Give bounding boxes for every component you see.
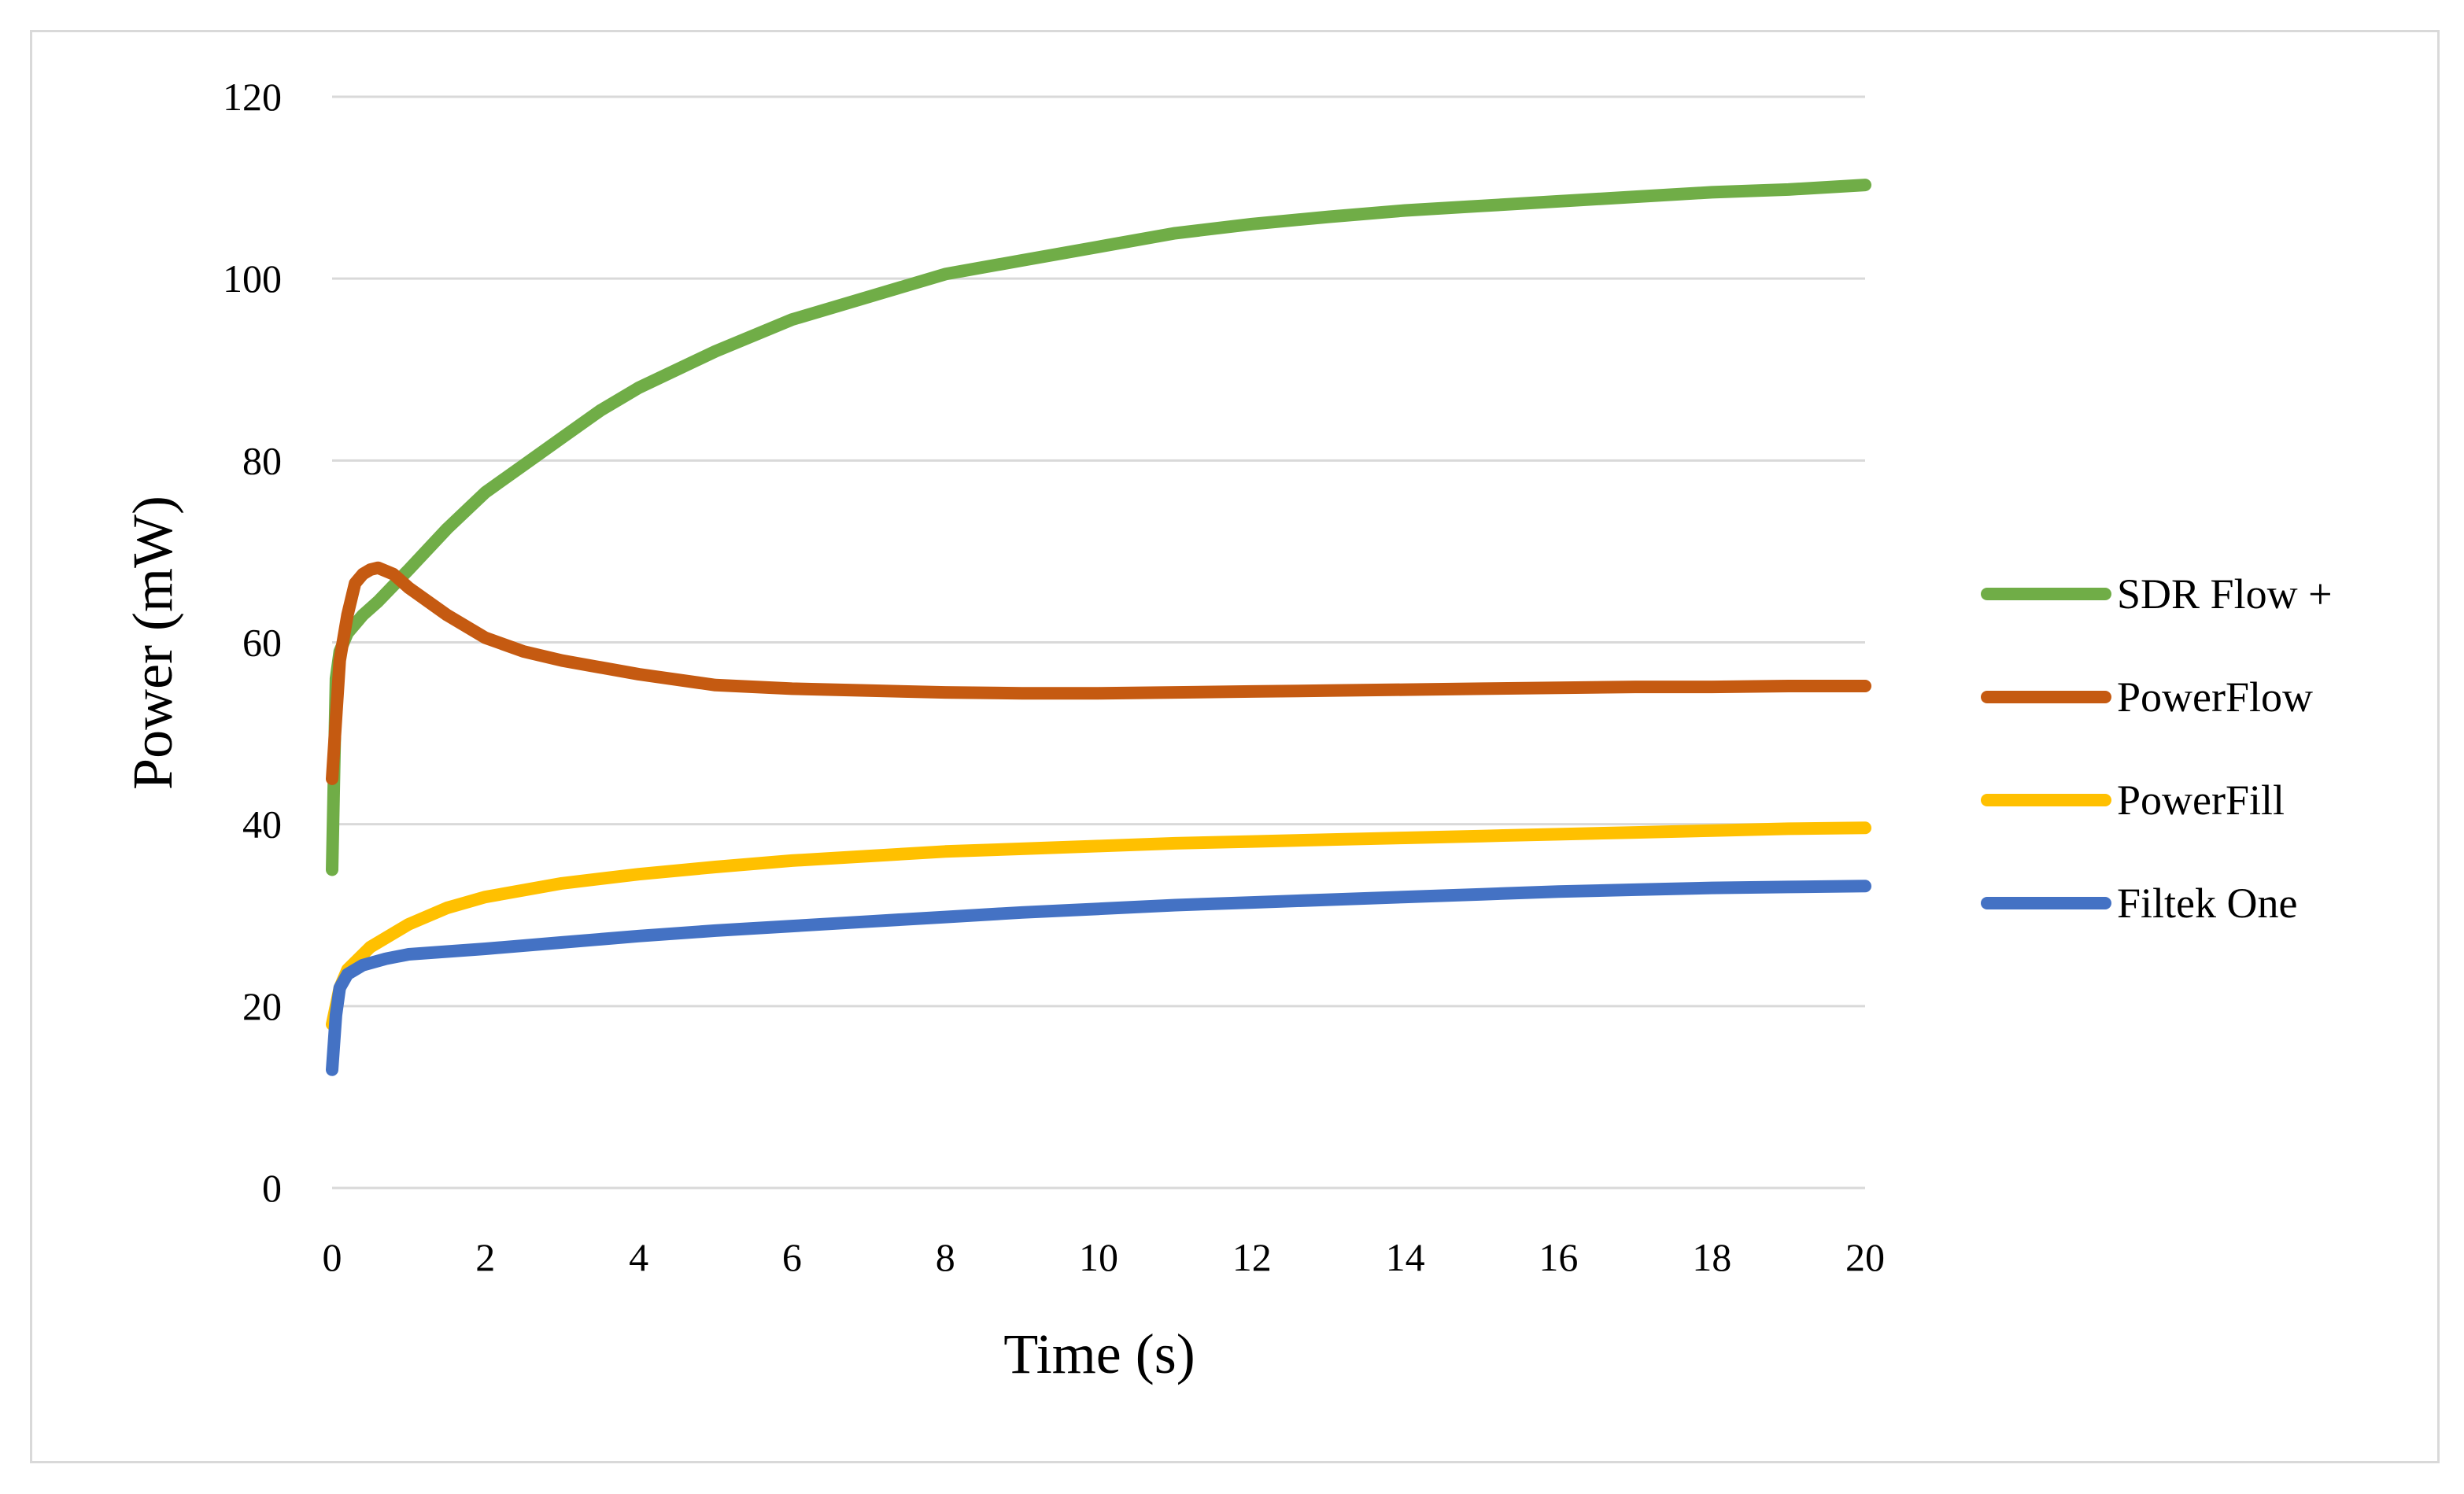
x-tick-label: 18 bbox=[1692, 1235, 1731, 1279]
series-line-sdr-flow bbox=[326, 179, 1871, 876]
x-tick-label: 10 bbox=[1079, 1235, 1118, 1279]
x-tick-label: 2 bbox=[475, 1235, 495, 1279]
x-tick-labels: 0 2 4 6 8 10 12 14 16 18 20 bbox=[323, 1235, 1886, 1279]
legend-label: Filtek One bbox=[2117, 880, 2297, 927]
legend-label: PowerFlow bbox=[2117, 673, 2313, 721]
x-tick-label: 12 bbox=[1232, 1235, 1272, 1279]
x-axis-title: Time (s) bbox=[1003, 1322, 1195, 1385]
x-tick-label: 20 bbox=[1845, 1235, 1885, 1279]
y-tick-label: 0 bbox=[262, 1166, 282, 1210]
series-line-powerflow bbox=[326, 561, 1871, 785]
y-tick-label: 60 bbox=[242, 621, 282, 665]
series-lines bbox=[326, 179, 1871, 1076]
y-tick-label: 100 bbox=[223, 256, 282, 301]
x-tick-label: 14 bbox=[1386, 1235, 1425, 1279]
x-tick-label: 0 bbox=[323, 1235, 342, 1279]
legend: SDR Flow + PowerFlow PowerFill Filtek One bbox=[1981, 570, 2333, 927]
y-tick-label: 80 bbox=[242, 438, 282, 482]
gridlines bbox=[332, 95, 1865, 1190]
y-axis-title: Power (mW) bbox=[121, 496, 184, 790]
x-tick-label: 4 bbox=[629, 1235, 648, 1279]
chart-frame bbox=[30, 30, 2440, 1463]
legend-label: PowerFill bbox=[2117, 777, 2285, 824]
y-tick-label: 20 bbox=[242, 984, 282, 1028]
y-tick-label: 40 bbox=[242, 802, 282, 847]
x-tick-label: 16 bbox=[1539, 1235, 1578, 1279]
y-tick-labels: 0 20 40 60 80 100 120 bbox=[223, 75, 282, 1210]
legend-label: SDR Flow + bbox=[2117, 570, 2333, 618]
series-line-filtek-one bbox=[326, 880, 1871, 1076]
y-tick-label: 120 bbox=[223, 75, 282, 119]
x-tick-label: 6 bbox=[782, 1235, 802, 1279]
x-tick-label: 8 bbox=[936, 1235, 955, 1279]
series-line-powerfill bbox=[326, 821, 1871, 1031]
